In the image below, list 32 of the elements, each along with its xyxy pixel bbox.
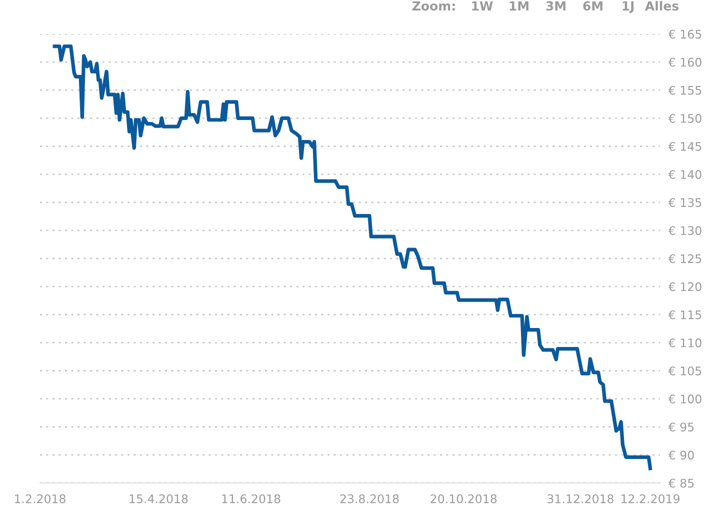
y-tick-label: € 155 xyxy=(668,86,702,95)
x-tick-label: 11.6.2018 xyxy=(222,494,280,504)
x-tick-label: 12.2.2019 xyxy=(622,494,680,504)
text: Zoom: xyxy=(412,1,455,11)
y-tick-label: € 150 xyxy=(668,114,702,123)
text: 3M xyxy=(546,1,566,11)
y-tick-label: € 100 xyxy=(668,394,702,404)
y-tick-label: € 160 xyxy=(668,58,702,67)
y-tick-label: € 110 xyxy=(668,338,702,348)
y-tick-label: € 90 xyxy=(668,450,694,460)
y-tick-label: € 140 xyxy=(668,170,702,179)
y-tick-label: € 120 xyxy=(668,282,702,292)
x-tick-label: 15.4.2018 xyxy=(130,494,188,504)
y-tick-label: € 95 xyxy=(668,422,694,432)
line-series xyxy=(52,44,652,470)
y-tick-label: € 145 xyxy=(668,142,702,151)
y-tick-label: € 115 xyxy=(668,310,702,320)
text: 1M xyxy=(510,1,528,10)
x-tick-label: 1.2.2018 xyxy=(15,494,66,504)
y-tick-label: € 125 xyxy=(668,254,702,264)
y-tick-label: € 85 xyxy=(668,478,694,488)
text: 1W xyxy=(472,1,493,10)
x-tick-label: 20.10.2018 xyxy=(430,494,497,504)
text: Alles xyxy=(644,0,678,11)
y-tick-label: € 135 xyxy=(668,198,702,208)
x-tick-label: 23.8.2018 xyxy=(340,494,399,504)
y-tick-label: € 130 xyxy=(668,226,702,236)
y-tick-label: € 105 xyxy=(668,366,702,376)
text: 6M xyxy=(583,1,602,11)
y-tick-label: € 165 xyxy=(668,30,702,39)
text: 1J xyxy=(622,1,634,13)
x-tick-label: 31.12.2018 xyxy=(548,494,614,504)
